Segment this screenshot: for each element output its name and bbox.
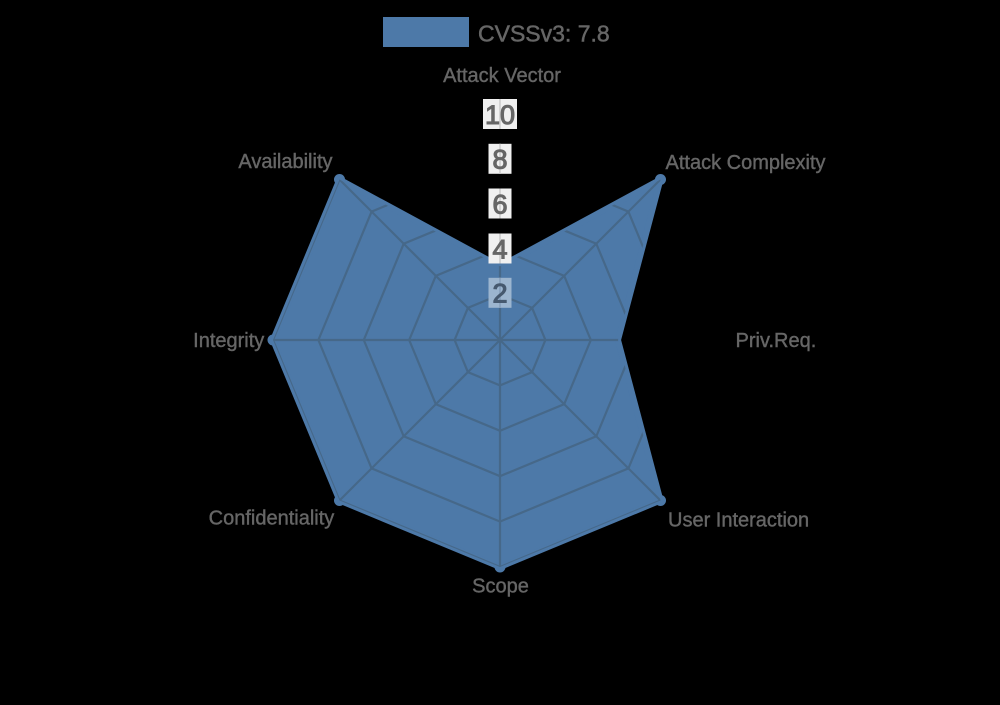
svg-text:Attack Vector: Attack Vector xyxy=(443,65,561,87)
svg-text:Integrity: Integrity xyxy=(193,330,264,352)
svg-text:Confidentiality: Confidentiality xyxy=(209,508,335,530)
svg-text:User Interaction: User Interaction xyxy=(668,510,809,532)
svg-text:4: 4 xyxy=(492,234,507,264)
svg-text:8: 8 xyxy=(492,145,507,175)
svg-text:10: 10 xyxy=(485,100,515,130)
svg-text:2: 2 xyxy=(492,279,507,309)
svg-text:Attack Complexity: Attack Complexity xyxy=(666,152,826,174)
svg-text:Availability: Availability xyxy=(238,151,332,173)
svg-text:Scope: Scope xyxy=(472,576,529,598)
svg-text:CVSSv3: 7.8: CVSSv3: 7.8 xyxy=(478,21,610,47)
svg-text:6: 6 xyxy=(492,189,507,219)
svg-text:Priv.Req.: Priv.Req. xyxy=(736,330,817,352)
